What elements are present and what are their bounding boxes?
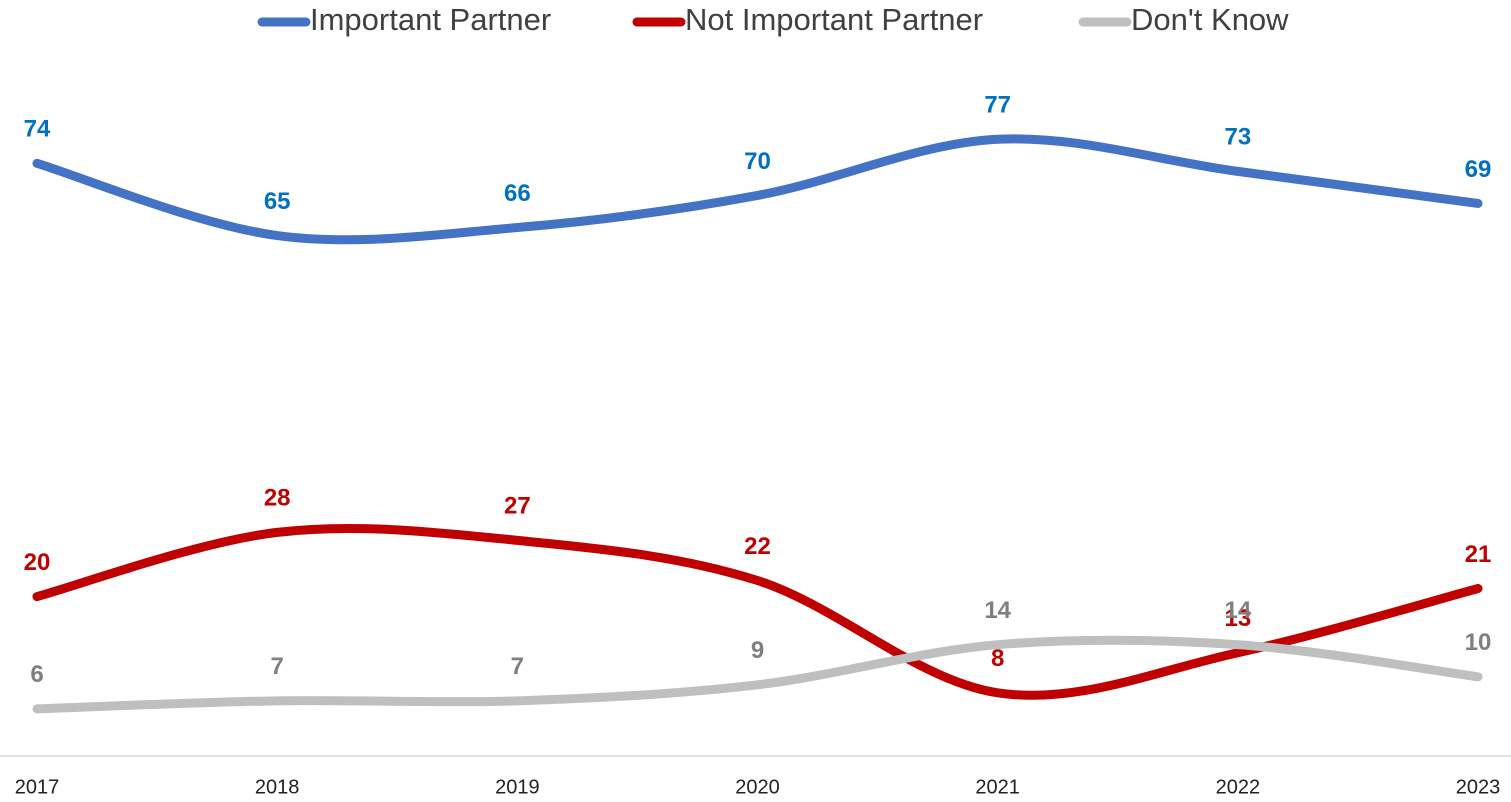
data-label: 6 (30, 661, 43, 688)
legend-label: Important Partner (310, 2, 551, 37)
data-label: 22 (744, 533, 771, 560)
data-label: 7 (511, 653, 524, 680)
data-label: 14 (984, 597, 1011, 624)
data-label: 65 (264, 188, 291, 215)
data-label: 21 (1465, 541, 1492, 568)
x-tick-label: 2023 (1456, 776, 1501, 798)
data-label: 66 (504, 180, 531, 207)
data-label: 14 (1224, 597, 1251, 624)
series-line (32, 523, 1483, 700)
data-label: 8 (991, 645, 1004, 672)
legend-label: Not Important Partner (685, 2, 983, 37)
x-tick-label: 2019 (495, 776, 540, 798)
data-label: 74 (24, 116, 51, 143)
data-label: 7 (270, 653, 283, 680)
data-label: 77 (984, 92, 1011, 119)
data-label: 27 (504, 493, 531, 520)
data-label: 13 (1224, 605, 1251, 632)
data-label: 70 (744, 148, 771, 175)
series-line (32, 635, 1483, 714)
x-tick-label: 2017 (15, 776, 60, 798)
data-label: 10 (1465, 629, 1492, 656)
data-label: 28 (264, 485, 291, 512)
x-tick-label: 2020 (735, 776, 780, 798)
series-line (32, 134, 1483, 245)
data-label: 20 (24, 549, 51, 576)
x-tick-label: 2021 (975, 776, 1020, 798)
data-label: 9 (751, 637, 764, 664)
data-label: 69 (1465, 156, 1492, 183)
x-tick-label: 2022 (1216, 776, 1261, 798)
data-label: 73 (1224, 124, 1251, 151)
legend-label: Don't Know (1131, 2, 1289, 37)
x-tick-label: 2018 (255, 776, 300, 798)
